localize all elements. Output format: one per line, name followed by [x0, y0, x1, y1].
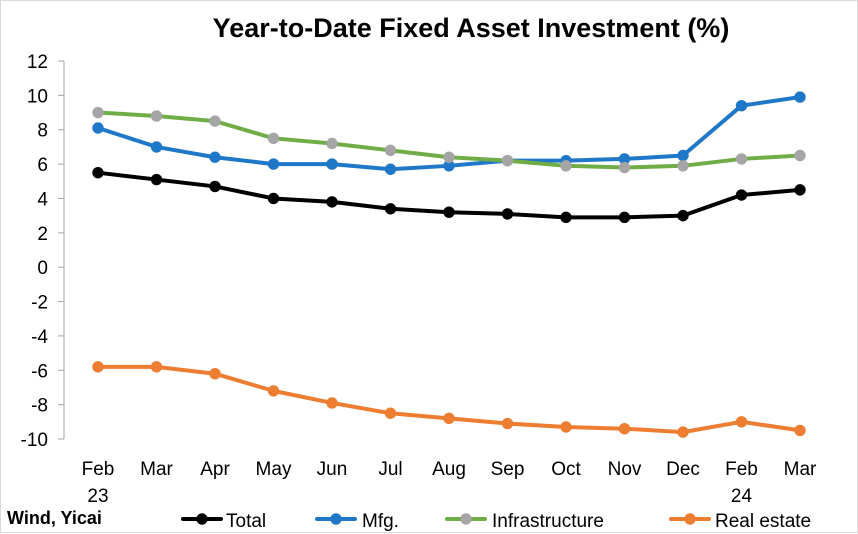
x-axis-tick-label: Oct [551, 459, 581, 480]
x-axis-tick-label: May [256, 459, 292, 480]
data-point [501, 417, 514, 430]
data-point [384, 144, 397, 157]
y-axis-tick-label: 4 [37, 189, 48, 210]
data-point [150, 141, 163, 153]
data-point [794, 149, 806, 162]
legend-item: Infrastructure [445, 511, 604, 532]
y-axis-tick-label: -4 [31, 327, 48, 348]
y-axis-tick-label: -8 [31, 396, 48, 417]
data-point [150, 110, 163, 122]
x-axis-tick-label: Sep [491, 459, 525, 480]
data-point [618, 211, 631, 224]
legend: Total Mfg. Infrastructure Real estate [181, 511, 811, 532]
data-point [560, 160, 572, 172]
data-point [618, 422, 631, 435]
data-point [150, 361, 163, 373]
legend-marker [330, 513, 342, 525]
data-point [618, 161, 631, 174]
y-axis-tick-label: -2 [31, 293, 48, 314]
data-point [677, 149, 689, 162]
legend-marker [684, 513, 696, 525]
x-axis-tick-label-line2: 23 [87, 486, 108, 507]
data-point [150, 173, 163, 186]
data-point [326, 196, 338, 208]
data-point [209, 368, 221, 380]
y-axis-tick-label: -10 [21, 430, 48, 451]
x-axis-tick-label: Nov [608, 459, 642, 480]
data-point [560, 211, 572, 224]
data-point [735, 416, 748, 428]
x-axis-tick-label: Mar [784, 459, 817, 480]
chart-title: Year-to-Date Fixed Asset Investment (%) [213, 13, 730, 43]
x-axis-tick-label: Feb [725, 459, 758, 480]
legend-label: Infrastructure [492, 511, 604, 532]
data-point [92, 106, 104, 119]
x-axis-tick-label: Aug [432, 459, 466, 480]
y-axis-tick-label: 6 [37, 155, 48, 176]
series-layer [92, 91, 806, 438]
x-axis-tick-label: Feb [82, 459, 115, 480]
data-point [267, 192, 280, 205]
x-axis-tick-label: Apr [200, 459, 230, 480]
data-point [794, 184, 806, 196]
data-point [443, 206, 455, 218]
data-point [501, 154, 514, 167]
data-point [209, 180, 221, 193]
data-point [267, 132, 280, 145]
data-point [443, 412, 455, 425]
series-total [92, 166, 806, 224]
source-note: Wind, Yicai [7, 508, 102, 528]
legend-label: Total [226, 511, 266, 532]
data-point [677, 160, 689, 172]
data-point [326, 397, 338, 409]
data-point [677, 209, 689, 222]
x-axis-tick-label-line2: 24 [731, 486, 753, 507]
series-infrastructure [92, 106, 806, 174]
y-axis-tick-label: 0 [37, 258, 48, 279]
x-axis-tick-label: Dec [666, 459, 700, 480]
y-axis-tick-label: 8 [37, 121, 48, 142]
legend-item: Real estate [669, 511, 811, 532]
data-point [92, 361, 104, 373]
data-point [326, 137, 338, 150]
x-axis-tick-label: Mar [140, 459, 173, 480]
legend-label: Mfg. [362, 511, 399, 532]
legend-label: Real estate [715, 511, 811, 532]
data-point [735, 153, 748, 165]
y-axis-tick-label: 2 [37, 224, 48, 245]
legend-item: Total [181, 511, 266, 532]
data-point [735, 99, 748, 112]
data-point [384, 203, 397, 215]
data-point [560, 421, 572, 433]
y-axis-tick-label: -6 [31, 361, 48, 382]
data-point [267, 158, 280, 170]
data-point [267, 385, 280, 397]
data-point [92, 122, 104, 134]
data-point [384, 163, 397, 175]
data-point [326, 158, 338, 170]
x-axis-tick-label: Jul [378, 459, 402, 480]
legend-marker [460, 513, 472, 525]
data-point [209, 115, 221, 127]
data-point [794, 424, 806, 437]
data-point [92, 166, 104, 179]
data-point [443, 151, 455, 163]
series-real-estate [92, 361, 806, 438]
y-axis-tick-label: 10 [27, 86, 48, 107]
chart-axes: 12 10 8 6 4 2 0 -2 -4 -6 -8 -10 Feb 23 Mar Apr May Jun Jul… [21, 52, 817, 507]
x-axis-tick-label: Jun [317, 459, 348, 480]
legend-item: Mfg. [315, 511, 399, 532]
y-axis-tick-label: 12 [27, 52, 48, 73]
data-point [384, 407, 397, 419]
data-point [794, 91, 806, 103]
data-point [209, 151, 221, 163]
legend-marker [196, 513, 208, 525]
data-point [501, 208, 514, 220]
data-point [735, 189, 748, 201]
data-point [677, 426, 689, 438]
